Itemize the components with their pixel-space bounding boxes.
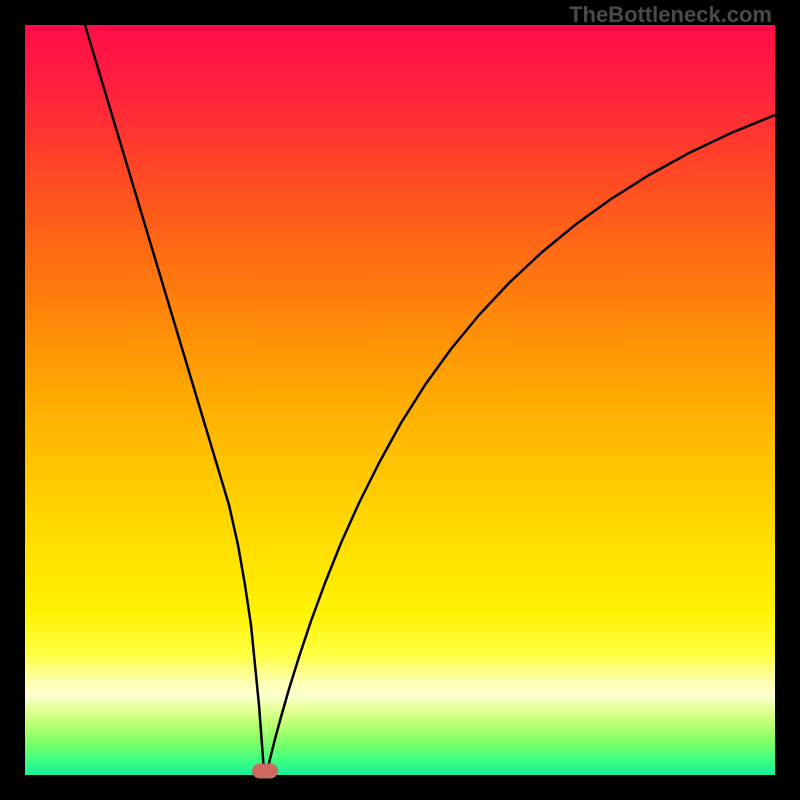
chart-frame: TheBottleneck.com — [0, 0, 800, 800]
curve-line — [25, 25, 775, 775]
watermark-text: TheBottleneck.com — [569, 2, 772, 28]
minimum-marker — [252, 764, 278, 779]
curve-polyline — [85, 25, 775, 775]
plot-area — [25, 25, 775, 775]
